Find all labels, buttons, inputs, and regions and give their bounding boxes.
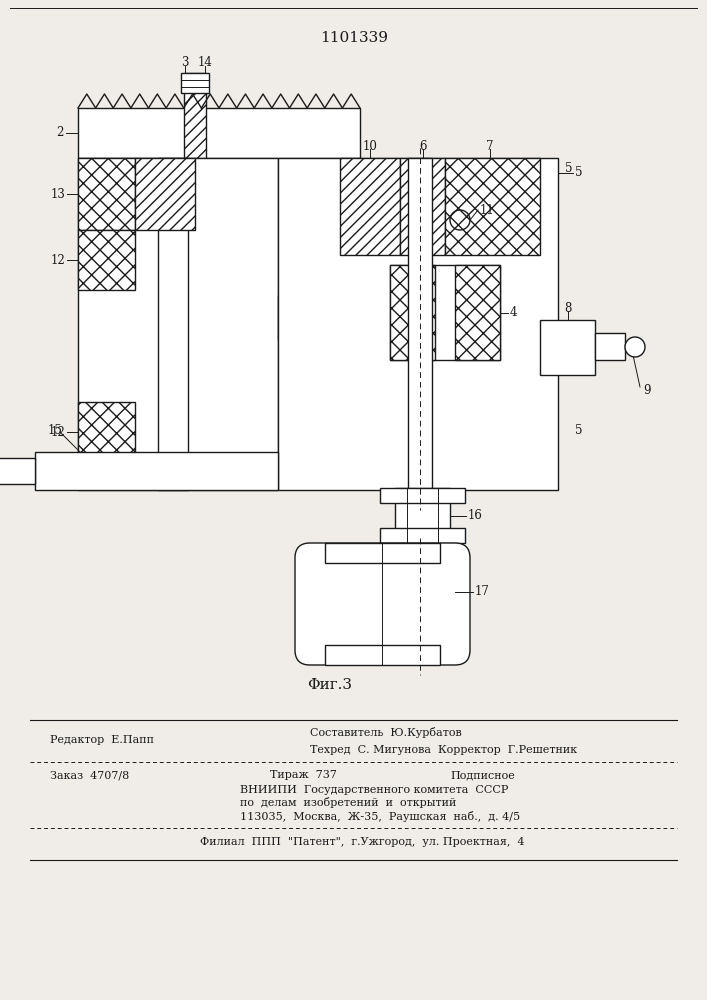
Bar [445, 158, 540, 255]
Text: 14: 14 [197, 55, 212, 68]
Text: 5: 5 [565, 161, 573, 174]
Bar [135, 158, 195, 230]
FancyBboxPatch shape [295, 543, 470, 665]
Bar [0, 458, 35, 484]
Text: 5: 5 [575, 424, 583, 436]
Bar [325, 645, 440, 665]
Bar [35, 452, 278, 490]
Bar [184, 73, 206, 158]
Text: Заказ  4707/8: Заказ 4707/8 [50, 770, 129, 780]
Bar [395, 488, 450, 543]
Bar [78, 158, 135, 230]
Text: Техред  С. Мигунова  Корректор  Г.Решетник: Техред С. Мигунова Корректор Г.Решетник [310, 745, 577, 755]
Text: Тираж  737: Тираж 737 [270, 770, 337, 780]
Circle shape [625, 337, 645, 357]
Bar [340, 158, 400, 255]
Bar [325, 543, 440, 563]
Bar [278, 295, 490, 340]
Text: Филиал  ППП  "Патент",  г.Ужгород,  ул. Проектная,  4: Филиал ППП "Патент", г.Ужгород, ул. Прое… [200, 837, 525, 847]
Bar [158, 158, 188, 490]
Text: 4: 4 [510, 306, 518, 319]
Bar [390, 265, 500, 360]
Bar [80, 160, 133, 228]
Text: 2: 2 [57, 126, 64, 139]
Bar [78, 158, 278, 490]
Text: 17: 17 [475, 585, 490, 598]
Bar [390, 265, 435, 360]
Bar [278, 158, 558, 490]
Text: 12: 12 [50, 426, 65, 438]
Bar [181, 73, 209, 93]
Text: 16: 16 [468, 509, 483, 522]
Text: ВНИИПИ  Государственного комитета  СССР: ВНИИПИ Государственного комитета СССР [240, 785, 508, 795]
Text: 8: 8 [563, 302, 571, 314]
Text: 6: 6 [419, 139, 427, 152]
Bar [400, 158, 445, 255]
Bar [78, 230, 135, 290]
Bar [78, 402, 135, 462]
Text: Составитель  Ю.Курбатов: Составитель Ю.Курбатов [310, 726, 462, 738]
Bar [380, 488, 465, 503]
Text: 15: 15 [48, 424, 63, 436]
Text: 12: 12 [50, 253, 65, 266]
Text: Редактор  Е.Папп: Редактор Е.Папп [50, 735, 154, 745]
Bar [408, 158, 432, 490]
Text: 113035,  Москва,  Ж-35,  Раушская  наб.,  д. 4/5: 113035, Москва, Ж-35, Раушская наб., д. … [240, 810, 520, 822]
Text: Подписное: Подписное [450, 770, 515, 780]
Text: 5: 5 [575, 166, 583, 180]
Bar [78, 108, 360, 158]
Bar [540, 320, 595, 375]
Text: по  делам  изобретений  и  открытий: по делам изобретений и открытий [240, 798, 457, 808]
Text: 3: 3 [181, 55, 189, 68]
Bar [455, 265, 500, 360]
Text: 1101339: 1101339 [320, 31, 388, 45]
Text: 9: 9 [643, 383, 650, 396]
Bar [380, 528, 465, 543]
Text: 13: 13 [50, 188, 65, 200]
Bar [595, 333, 625, 360]
Text: 11: 11 [480, 204, 495, 217]
Text: 7: 7 [486, 139, 493, 152]
Text: 10: 10 [363, 139, 378, 152]
Text: Φиг.3: Φиг.3 [308, 678, 353, 692]
